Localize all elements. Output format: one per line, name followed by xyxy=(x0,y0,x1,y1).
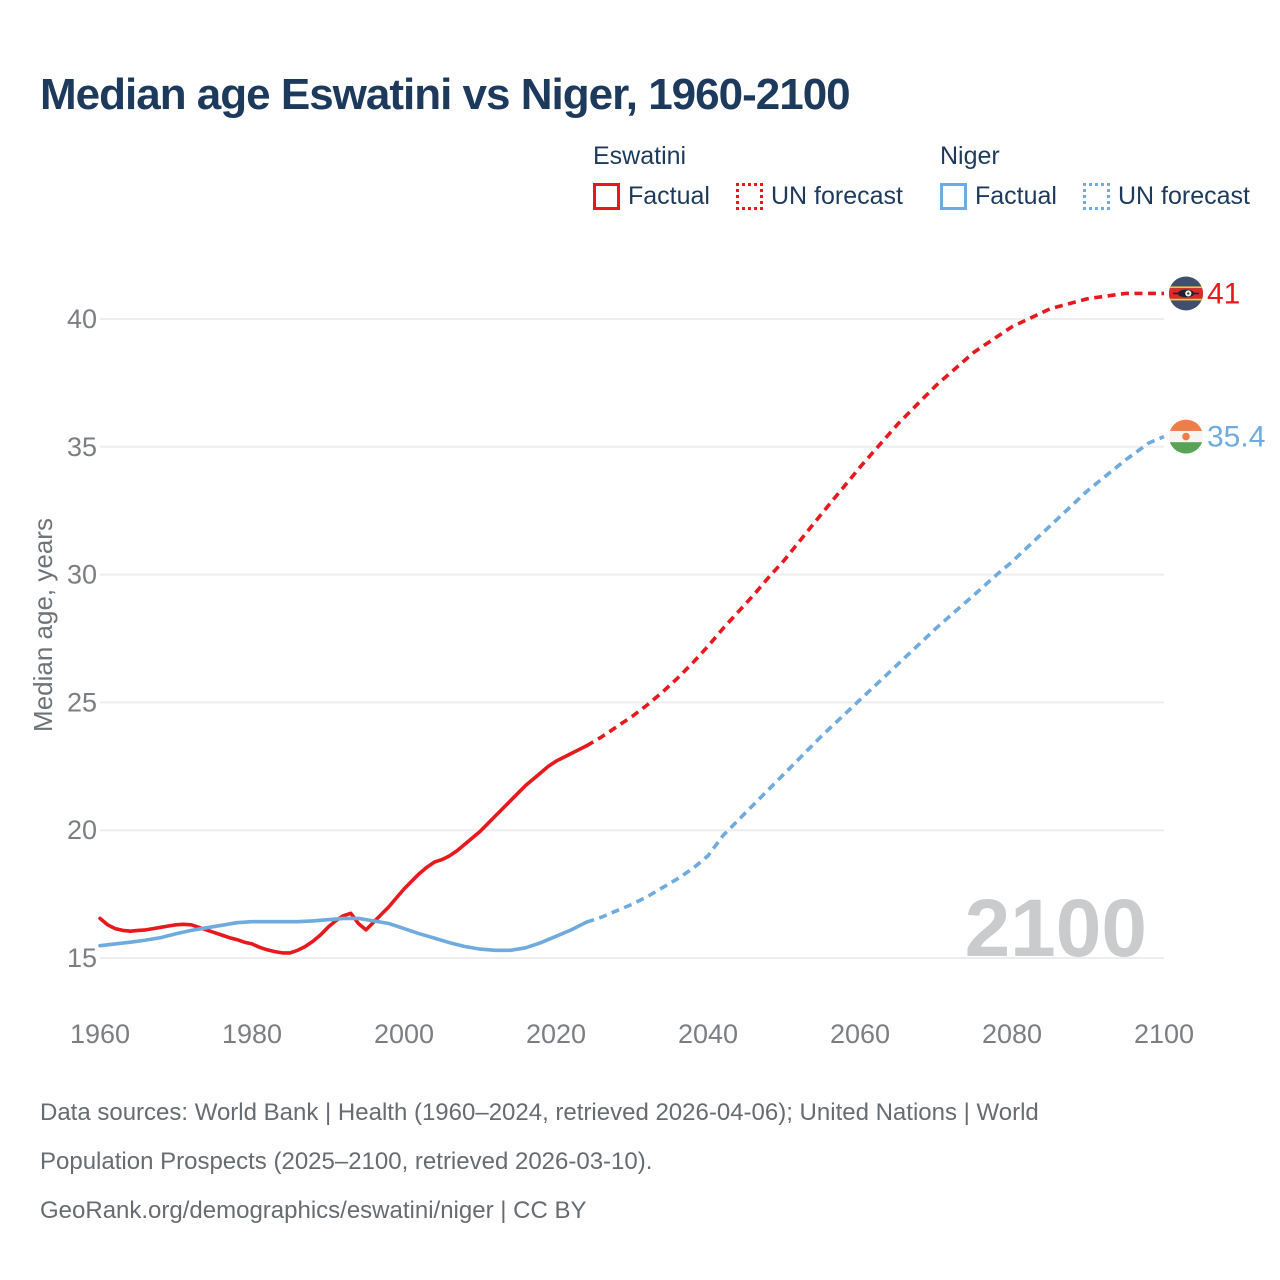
x-tick-label: 1960 xyxy=(70,1019,130,1049)
watermark-2100: 2100 xyxy=(965,883,1147,974)
footer-line-attribution: GeoRank.org/demographics/eswatini/niger … xyxy=(40,1197,587,1224)
x-tick-label: 2080 xyxy=(982,1019,1042,1049)
footer-line-sources-2: Population Prospects (2025–2100, retriev… xyxy=(40,1148,653,1175)
eswatini-flag-icon xyxy=(1169,276,1203,311)
end-label-eswatini: 41 xyxy=(1207,277,1240,310)
legend-group-niger: Niger Factual UN forecast xyxy=(940,142,1276,211)
y-tick-label: 25 xyxy=(67,687,97,717)
series-eswatini-factual xyxy=(98,744,589,955)
legend-item-label: Factual xyxy=(975,182,1057,210)
legend-group-title: Niger xyxy=(940,142,1000,170)
page-title: Median age Eswatini vs Niger, 1960-2100 xyxy=(40,70,851,119)
legend-item-niger-forecast: UN forecast xyxy=(1082,182,1250,211)
series-niger-factual xyxy=(98,916,589,953)
footer-line-sources: Data sources: World Bank | Health (1960–… xyxy=(40,1099,1039,1126)
legend-item-niger-factual: Factual xyxy=(940,182,1057,211)
series-niger-forecast xyxy=(585,434,1165,924)
niger-forecast-swatch-icon xyxy=(1082,183,1110,210)
end-label-niger: 35.4 xyxy=(1207,421,1265,454)
y-tick-label: 40 xyxy=(67,304,97,334)
eswatini-factual-swatch-icon xyxy=(593,183,620,210)
niger-factual-swatch-icon xyxy=(940,183,967,210)
y-tick-label: 35 xyxy=(67,432,97,462)
x-tick-label: 2040 xyxy=(678,1019,738,1049)
niger-flag-icon xyxy=(1169,419,1203,454)
legend-item-eswatini-forecast: UN forecast xyxy=(735,182,903,211)
x-tick-label: 2000 xyxy=(374,1019,434,1049)
legend-group-eswatini: Eswatini Factual UN forecast xyxy=(593,142,929,211)
footer: Data sources: World Bank | Health (1960–… xyxy=(40,1088,1039,1235)
legend-item-label: UN forecast xyxy=(770,182,903,210)
y-tick-label: 30 xyxy=(67,560,97,590)
y-tick-label: 15 xyxy=(67,943,97,973)
y-axis-title: Median age, years xyxy=(28,518,58,732)
x-tick-label: 2100 xyxy=(1134,1019,1194,1049)
legend-group-title: Eswatini xyxy=(593,142,687,170)
legend-item-eswatini-factual: Factual xyxy=(593,182,710,211)
x-tick-label: 1980 xyxy=(222,1019,282,1049)
eswatini-forecast-swatch-icon xyxy=(735,183,763,210)
y-tick-label: 20 xyxy=(67,815,97,845)
series-eswatini-forecast xyxy=(585,291,1164,748)
x-tick-label: 2020 xyxy=(526,1019,586,1049)
x-tick-label: 2060 xyxy=(830,1019,890,1049)
legend-item-label: UN forecast xyxy=(1117,182,1250,210)
legend-item-label: Factual xyxy=(628,182,710,210)
